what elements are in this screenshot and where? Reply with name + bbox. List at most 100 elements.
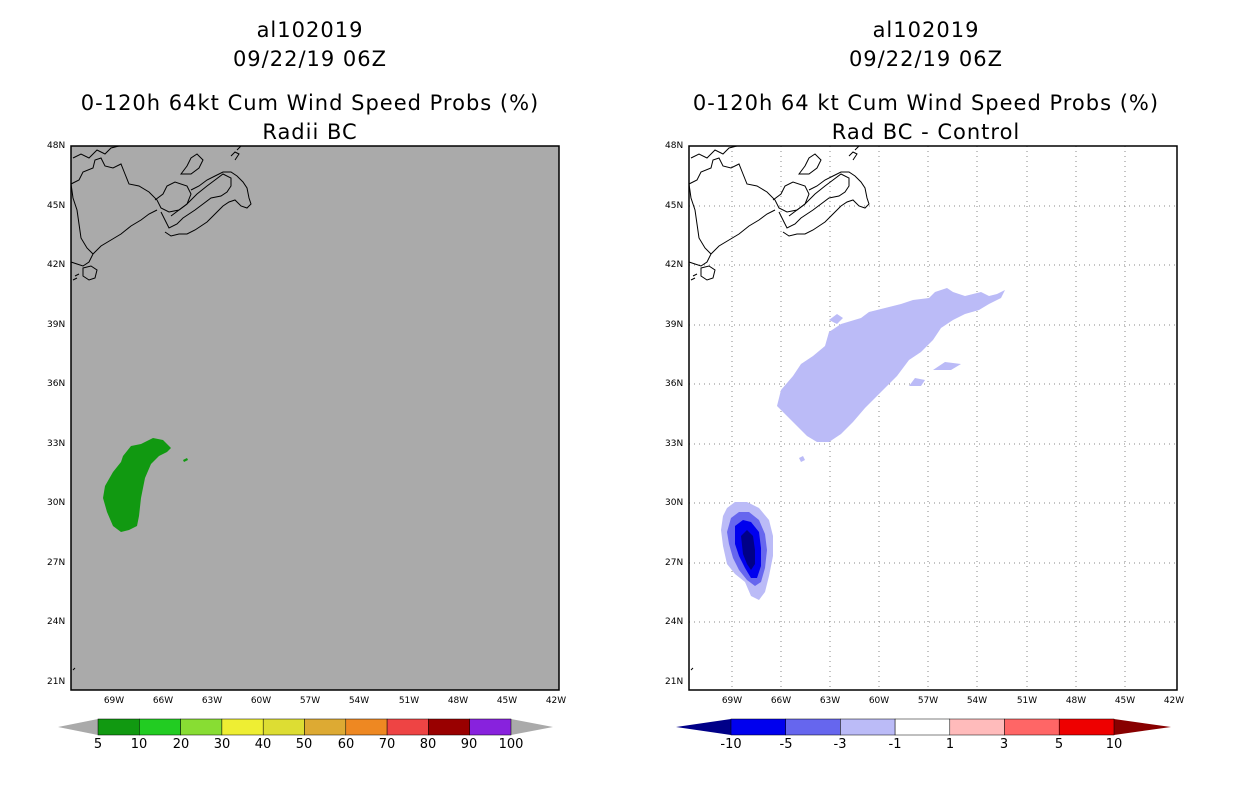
lat-label: 33N — [665, 439, 684, 449]
left-map-background — [71, 146, 559, 690]
colorbar-label: 60 — [337, 737, 355, 752]
colorbar-swatch — [221, 718, 264, 736]
lon-label: 54W — [348, 696, 370, 706]
colorbar-label: 70 — [378, 737, 396, 752]
lon-label: 54W — [966, 696, 988, 706]
colorbar-swatch — [304, 718, 347, 736]
left-title-datetime: 09/22/19 06Z — [232, 47, 388, 71]
colorbar-swatch — [840, 718, 896, 736]
lon-label: 69W — [103, 696, 125, 706]
colorbar-swatch — [262, 718, 305, 736]
lat-label: 39N — [665, 320, 684, 330]
difference-neg3-neg1-region — [777, 288, 1005, 442]
colorbar-swatch — [97, 718, 140, 736]
colorbar-label: 5 — [93, 737, 103, 752]
lat-label: 36N — [47, 379, 66, 389]
colorbar-label: 3 — [999, 737, 1009, 752]
colorbar-label: 100 — [498, 737, 524, 752]
lat-label: 24N — [47, 617, 66, 627]
difference-neg3-neg1-blob-c — [829, 314, 843, 324]
colorbar-label: -3 — [833, 737, 847, 752]
lat-label: 21N — [47, 677, 66, 687]
colorbar-label: -5 — [779, 737, 793, 752]
lat-label: 27N — [665, 558, 684, 568]
difference-neg3-neg1-blob-b — [933, 362, 961, 370]
left-map — [70, 145, 560, 691]
lon-label: 45W — [1114, 696, 1136, 706]
lon-label: 60W — [868, 696, 890, 706]
colorbar-low-end-triangle — [58, 719, 98, 735]
lon-label: 63W — [201, 696, 223, 706]
left-colorbar — [58, 718, 553, 736]
lon-label: 60W — [250, 696, 272, 706]
colorbar-label: 10 — [130, 737, 148, 752]
right-map-frame — [688, 145, 1178, 691]
lon-label: 42W — [1163, 696, 1185, 706]
colorbar-high-end-triangle — [1114, 719, 1171, 735]
colorbar-label: 5 — [1054, 737, 1064, 752]
colorbar-label: 90 — [460, 737, 478, 752]
lon-label: 48W — [1065, 696, 1087, 706]
lon-label: 57W — [299, 696, 321, 706]
lon-label: 51W — [1016, 696, 1038, 706]
left-title-storm-id: al102019 — [256, 18, 364, 42]
difference-neg3-neg1-blob-d — [799, 456, 805, 462]
lon-label: 51W — [398, 696, 420, 706]
probability-isolated-cell — [183, 458, 188, 462]
difference-below-neg10-region — [741, 530, 755, 570]
coastline — [688, 145, 870, 671]
right-map — [688, 145, 1178, 691]
right-colorbar — [676, 718, 1171, 736]
lon-label: 57W — [917, 696, 939, 706]
lat-label: 21N — [665, 677, 684, 687]
colorbar-swatch — [345, 718, 388, 736]
colorbar-swatch — [428, 718, 470, 736]
lat-label: 48N — [47, 141, 66, 151]
colorbar-label: -1 — [888, 737, 902, 752]
colorbar-low-end-triangle — [676, 719, 731, 735]
colorbar-swatch — [785, 718, 841, 736]
left-title-product: 0-120h 64kt Cum Wind Speed Probs (%) — [80, 91, 540, 115]
colorbar-swatch — [180, 718, 223, 736]
lat-label: 45N — [665, 201, 684, 211]
colorbar-swatch — [730, 718, 786, 736]
colorbar-label: 30 — [213, 737, 231, 752]
coastline — [70, 145, 252, 671]
right-map-background — [689, 146, 1177, 690]
lat-label: 42N — [665, 260, 684, 270]
lon-label: 69W — [721, 696, 743, 706]
lat-label: 27N — [47, 558, 66, 568]
lon-label: 66W — [770, 696, 792, 706]
colorbar-label: 80 — [419, 737, 437, 752]
lat-label: 36N — [665, 379, 684, 389]
lon-label: 45W — [496, 696, 518, 706]
colorbar-swatch — [894, 718, 951, 736]
lat-label: 48N — [665, 141, 684, 151]
lat-label: 24N — [665, 617, 684, 627]
lon-label: 63W — [819, 696, 841, 706]
colorbar-label: 40 — [254, 737, 272, 752]
lon-label: 48W — [447, 696, 469, 706]
colorbar-label: 1 — [945, 737, 955, 752]
colorbar-swatch — [139, 718, 181, 736]
colorbar-label: 10 — [1105, 737, 1123, 752]
lat-label: 30N — [47, 498, 66, 508]
lat-label: 30N — [665, 498, 684, 508]
probability-5-10-region — [103, 438, 171, 532]
lon-label: 66W — [152, 696, 174, 706]
right-map-gridlines — [689, 145, 1177, 690]
colorbar-label: 20 — [172, 737, 190, 752]
lat-label: 45N — [47, 201, 66, 211]
colorbar-label: 50 — [295, 737, 313, 752]
colorbar-label: -10 — [720, 737, 742, 752]
colorbar-swatch — [386, 718, 429, 736]
colorbar-swatch — [469, 718, 512, 736]
lat-label: 39N — [47, 320, 66, 330]
colorbar-high-end-triangle — [511, 719, 553, 735]
right-title-subtitle: Rad BC - Control — [831, 120, 1021, 144]
left-map-frame — [70, 145, 560, 691]
right-title-product: 0-120h 64 kt Cum Wind Speed Probs (%) — [692, 91, 1160, 115]
lat-label: 33N — [47, 439, 66, 449]
colorbar-swatch — [1058, 718, 1115, 736]
right-title-datetime: 09/22/19 06Z — [848, 47, 1004, 71]
